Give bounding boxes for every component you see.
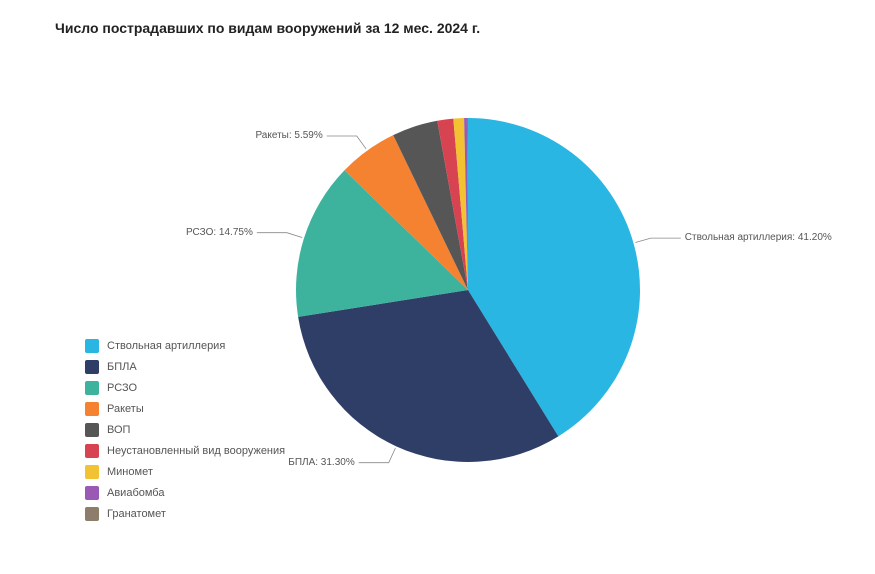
legend-label: Гранатомет <box>107 508 166 520</box>
pie-leader-line <box>635 238 680 242</box>
legend-item: Авиабомба <box>85 482 285 503</box>
legend-swatch <box>85 381 99 395</box>
pie-leader-line <box>327 136 366 149</box>
pie-slice-label: Ракеты: 5.59% <box>255 130 322 141</box>
legend-item: ВОП <box>85 419 285 440</box>
legend-swatch <box>85 465 99 479</box>
legend-label: Ракеты <box>107 403 144 415</box>
legend-swatch <box>85 486 99 500</box>
pie-slice-label: БПЛА: 31.30% <box>288 457 354 468</box>
legend-item: Ствольная артиллерия <box>85 335 285 356</box>
legend-item: Ракеты <box>85 398 285 419</box>
legend-swatch <box>85 360 99 374</box>
legend-swatch <box>85 507 99 521</box>
pie-slice-label: Ствольная артиллерия: 41.20% <box>685 232 832 243</box>
legend-label: ВОП <box>107 424 130 436</box>
legend-item: РСЗО <box>85 377 285 398</box>
legend-item: Миномет <box>85 461 285 482</box>
legend-label: РСЗО <box>107 382 137 394</box>
legend-item: Неустановленный вид вооружения <box>85 440 285 461</box>
legend-label: Неустановленный вид вооружения <box>107 445 285 457</box>
legend-item: БПЛА <box>85 356 285 377</box>
legend-label: Авиабомба <box>107 487 164 499</box>
legend-swatch <box>85 402 99 416</box>
legend-swatch <box>85 444 99 458</box>
legend: Ствольная артиллерия БПЛА РСЗО Ракеты ВОП Неу… <box>85 335 285 524</box>
legend-swatch <box>85 339 99 353</box>
legend-item: Гранатомет <box>85 503 285 524</box>
legend-swatch <box>85 423 99 437</box>
pie-leader-line <box>257 233 302 238</box>
legend-label: БПЛА <box>107 361 137 373</box>
pie-leader-line <box>359 448 396 463</box>
pie-slice-label: РСЗО: 14.75% <box>186 227 253 238</box>
legend-label: Миномет <box>107 466 153 478</box>
legend-label: Ствольная артиллерия <box>107 340 225 352</box>
